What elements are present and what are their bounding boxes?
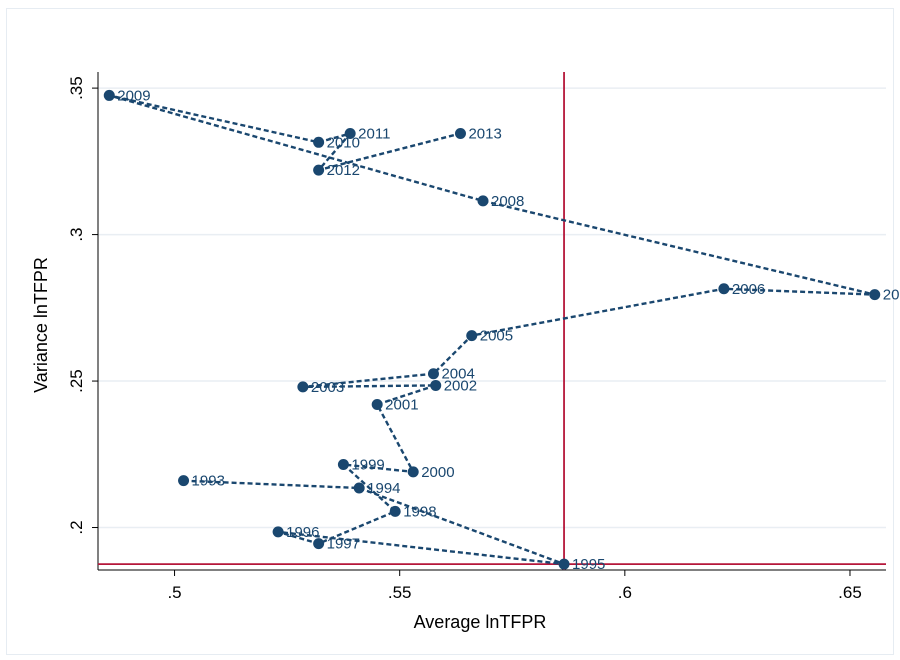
data-point [353, 482, 365, 494]
data-point [272, 526, 284, 538]
gridlines [98, 87, 886, 529]
data-point [466, 330, 478, 342]
data-point [558, 558, 570, 570]
point-label: 2008 [491, 193, 524, 210]
point-label: 2001 [385, 396, 418, 413]
point-label: 2002 [444, 377, 477, 394]
y-tick-label: .2 [67, 520, 86, 534]
data-point [344, 128, 356, 140]
point-label: 2011 [358, 126, 390, 143]
point-label: 1998 [403, 503, 436, 520]
data-point [718, 283, 730, 295]
point-label: 1993 [192, 473, 225, 490]
data-point [371, 398, 383, 410]
point-label: 1997 [327, 536, 360, 553]
x-axis-title: Average lnTFPR [414, 612, 547, 632]
point-label: 1996 [286, 524, 319, 541]
point-label: 20 [883, 287, 900, 304]
point-label: 1999 [351, 457, 384, 474]
x-tick-label: .65 [838, 583, 862, 602]
point-label: 2004 [441, 366, 474, 383]
x-tick-label: .6 [618, 583, 632, 602]
data-point [430, 379, 442, 391]
tick-labels: .2 .25 .3 .35 .5 .55 .6 .65 [67, 76, 862, 602]
point-label: 1995 [572, 556, 605, 573]
reference-lines [98, 72, 886, 570]
point-label: 2010 [327, 134, 360, 151]
data-point [313, 136, 325, 148]
data-point [337, 459, 349, 471]
data-point [313, 538, 325, 550]
data-point [477, 195, 489, 207]
point-label: 2006 [732, 281, 765, 298]
point-label: 1994 [367, 480, 400, 497]
y-tick-label: .25 [67, 369, 86, 393]
data-point [454, 128, 466, 140]
point-label: 2000 [421, 464, 454, 481]
point-label: 2013 [468, 126, 501, 143]
data-point [407, 466, 419, 478]
x-tick-label: .5 [167, 583, 181, 602]
point-label: 2009 [117, 87, 150, 104]
chart-frame [6, 8, 894, 655]
data-point [313, 164, 325, 176]
point-labels: 1993 1994 1995 1996 1997 1998 1999 2000 2001 2002… [117, 87, 899, 573]
x-tick-label: .55 [388, 583, 412, 602]
data-point [869, 289, 881, 301]
y-axis-title: Variance lnTFPR [31, 257, 51, 393]
data-point [297, 381, 309, 393]
y-tick-label: .3 [67, 227, 86, 241]
y-tick-label: .35 [67, 76, 86, 100]
axes [92, 72, 886, 576]
point-label: 2012 [327, 162, 360, 179]
data-points [103, 89, 881, 570]
data-point [103, 89, 115, 101]
data-point [389, 505, 401, 517]
point-label: 2005 [480, 328, 513, 345]
data-point [178, 475, 190, 487]
data-point [427, 368, 439, 380]
point-label: 2003 [311, 379, 344, 396]
